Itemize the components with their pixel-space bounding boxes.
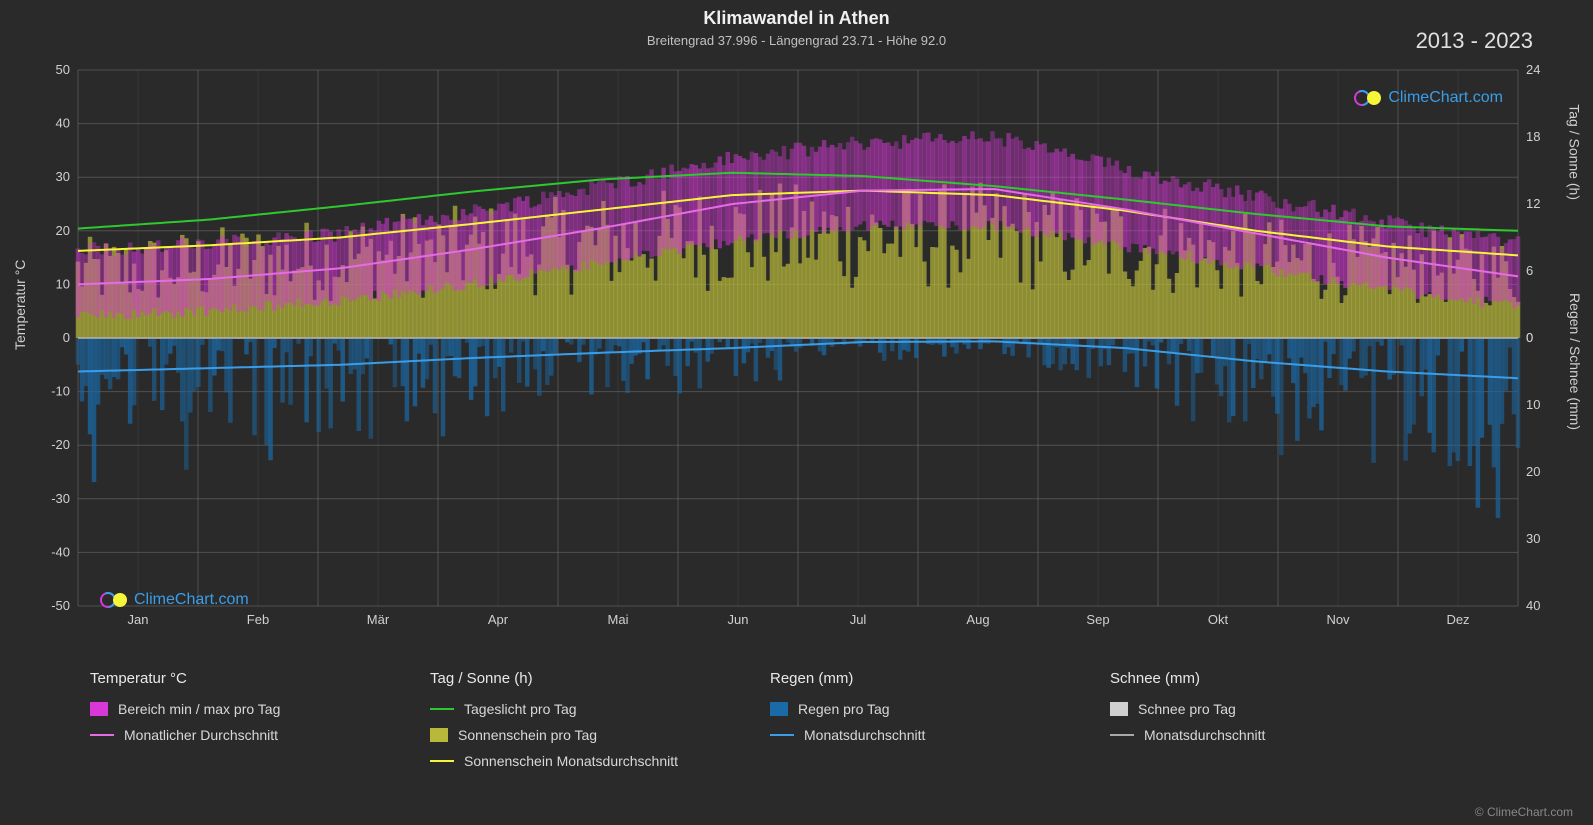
svg-text:40: 40 [1526, 598, 1540, 613]
svg-text:0: 0 [1526, 330, 1533, 345]
svg-text:20: 20 [56, 223, 70, 238]
logo-icon [1354, 88, 1382, 108]
chart-title: Klimawandel in Athen [0, 0, 1593, 29]
svg-text:24: 24 [1526, 62, 1540, 77]
legend-label: Monatsdurchschnitt [1144, 727, 1265, 743]
year-range: 2013 - 2023 [1416, 28, 1533, 54]
svg-text:50: 50 [56, 62, 70, 77]
legend-column: Temperatur °C Bereich min / max pro Tag Mo… [90, 670, 390, 769]
svg-text:Nov: Nov [1326, 612, 1350, 627]
svg-text:40: 40 [56, 116, 70, 131]
legend-column: Tag / Sonne (h) Tageslicht pro Tag Sonnens… [430, 670, 730, 769]
legend: Temperatur °C Bereich min / max pro Tag Mo… [90, 670, 1530, 769]
legend-swatch [770, 702, 788, 716]
legend-swatch [1110, 702, 1128, 716]
legend-item: Tageslicht pro Tag [430, 701, 730, 717]
svg-text:Feb: Feb [247, 612, 269, 627]
legend-label: Sonnenschein Monatsdurchschnitt [464, 753, 678, 769]
legend-item: Bereich min / max pro Tag [90, 701, 390, 717]
legend-swatch [90, 702, 108, 716]
legend-label: Monatsdurchschnitt [804, 727, 925, 743]
legend-swatch [430, 760, 454, 762]
svg-text:0: 0 [63, 330, 70, 345]
legend-label: Tageslicht pro Tag [464, 701, 577, 717]
svg-text:Jul: Jul [850, 612, 867, 627]
chart-svg: -50-40-30-20-100102030405006121824010203… [78, 70, 1518, 630]
legend-header: Temperatur °C [90, 670, 390, 687]
svg-text:Okt: Okt [1208, 612, 1229, 627]
legend-label: Regen pro Tag [798, 701, 890, 717]
legend-item: Monatlicher Durchschnitt [90, 727, 390, 743]
svg-text:Jun: Jun [728, 612, 749, 627]
svg-text:20: 20 [1526, 464, 1540, 479]
svg-text:12: 12 [1526, 196, 1540, 211]
svg-text:Dez: Dez [1446, 612, 1469, 627]
svg-text:-50: -50 [51, 598, 70, 613]
y-axis-left-label: Temperatur °C [12, 260, 28, 350]
svg-text:Apr: Apr [488, 612, 509, 627]
legend-swatch [1110, 734, 1134, 736]
chart-plot-area: -50-40-30-20-100102030405006121824010203… [78, 70, 1518, 630]
legend-header: Schnee (mm) [1110, 670, 1410, 687]
svg-text:Jan: Jan [128, 612, 149, 627]
svg-text:-30: -30 [51, 491, 70, 506]
legend-column: Regen (mm) Regen pro Tag Monatsdurchschnit… [770, 670, 1070, 769]
legend-item: Monatsdurchschnitt [770, 727, 1070, 743]
legend-label: Schnee pro Tag [1138, 701, 1236, 717]
svg-text:Mär: Mär [367, 612, 390, 627]
svg-text:10: 10 [56, 276, 70, 291]
copyright: © ClimeChart.com [1475, 805, 1573, 819]
legend-label: Bereich min / max pro Tag [118, 701, 280, 717]
svg-text:Aug: Aug [966, 612, 989, 627]
y-axis-right-upper-label: Tag / Sonne (h) [1567, 104, 1583, 200]
legend-item: Monatsdurchschnitt [1110, 727, 1410, 743]
legend-item: Schnee pro Tag [1110, 701, 1410, 717]
svg-text:Sep: Sep [1086, 612, 1109, 627]
svg-text:30: 30 [1526, 531, 1540, 546]
legend-swatch [430, 728, 448, 742]
legend-item: Sonnenschein pro Tag [430, 727, 730, 743]
legend-swatch [770, 734, 794, 736]
watermark-text: ClimeChart.com [1388, 89, 1503, 107]
watermark-top: ClimeChart.com [1354, 88, 1503, 108]
legend-label: Sonnenschein pro Tag [458, 727, 597, 743]
watermark-bottom: ClimeChart.com [100, 590, 249, 610]
logo-icon [100, 590, 128, 610]
legend-header: Regen (mm) [770, 670, 1070, 687]
svg-text:-40: -40 [51, 544, 70, 559]
svg-text:Mai: Mai [608, 612, 629, 627]
legend-column: Schnee (mm) Schnee pro Tag Monatsdurchschn… [1110, 670, 1410, 769]
svg-text:-20: -20 [51, 437, 70, 452]
legend-label: Monatlicher Durchschnitt [124, 727, 278, 743]
y-axis-right-lower-label: Regen / Schnee (mm) [1567, 293, 1583, 430]
watermark-text: ClimeChart.com [134, 591, 249, 609]
svg-text:30: 30 [56, 169, 70, 184]
svg-text:-10: -10 [51, 384, 70, 399]
legend-swatch [430, 708, 454, 710]
svg-text:10: 10 [1526, 397, 1540, 412]
legend-item: Regen pro Tag [770, 701, 1070, 717]
legend-header: Tag / Sonne (h) [430, 670, 730, 687]
svg-text:18: 18 [1526, 129, 1540, 144]
legend-swatch [90, 734, 114, 736]
chart-subtitle: Breitengrad 37.996 - Längengrad 23.71 - … [0, 29, 1593, 48]
svg-text:6: 6 [1526, 263, 1533, 278]
legend-item: Sonnenschein Monatsdurchschnitt [430, 753, 730, 769]
